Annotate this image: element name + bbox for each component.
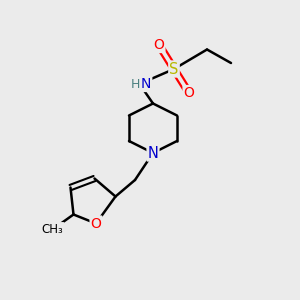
Text: CH₃: CH₃ xyxy=(42,223,63,236)
Text: O: O xyxy=(91,217,101,230)
Text: N: N xyxy=(141,77,151,91)
Text: O: O xyxy=(184,86,194,100)
Text: S: S xyxy=(169,61,179,76)
Text: O: O xyxy=(154,38,164,52)
Text: H: H xyxy=(131,77,141,91)
Text: N: N xyxy=(148,146,158,160)
